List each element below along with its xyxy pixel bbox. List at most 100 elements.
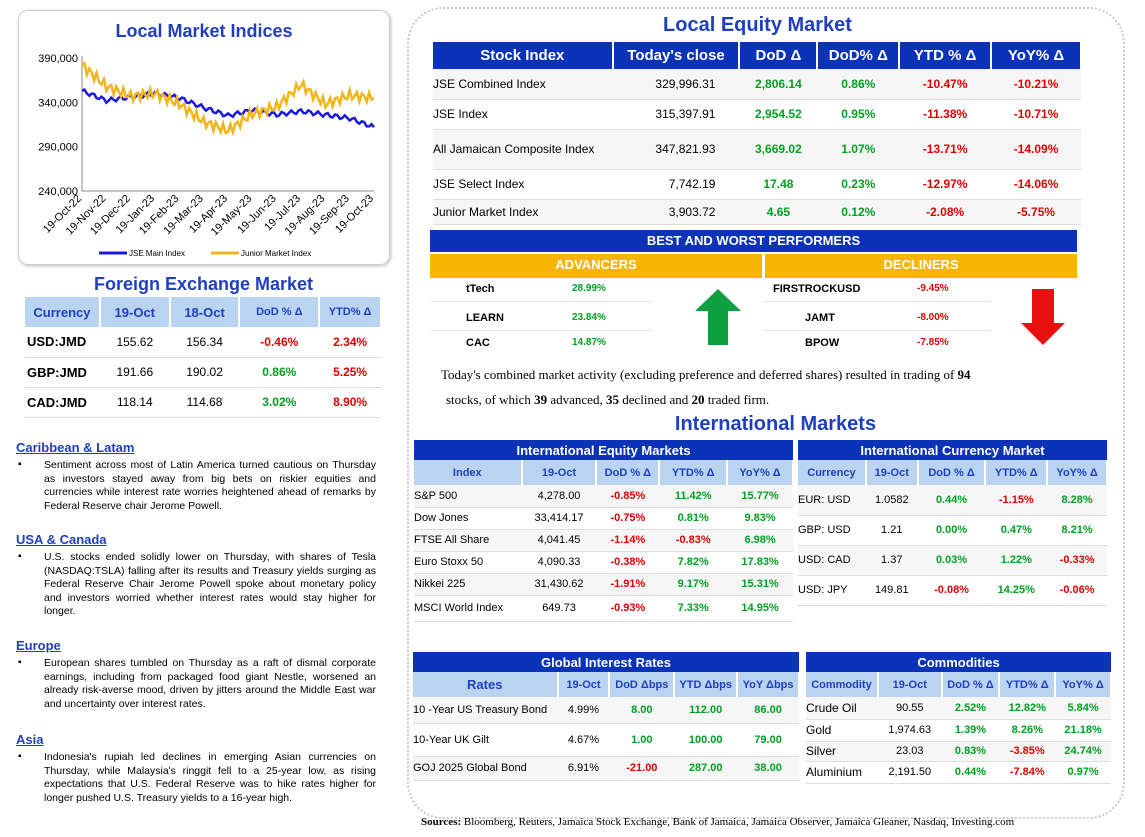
performer-name: LEARN (466, 312, 504, 324)
equity-ytd: -13.71% (899, 129, 992, 170)
equity-header-4: YoY% Δ (727, 460, 794, 485)
equity-table: Stock Index Today's close DoD Δ DoD% Δ YTD %… (433, 42, 1082, 225)
fx-ytd: 8.90% (319, 387, 381, 418)
commodities-row: Gold 1,974.63 1.39% 8.26% 21.18% (806, 719, 1111, 742)
equity-yoy: 9.83% (727, 507, 793, 530)
equity-close: 329,996.31 (612, 69, 740, 100)
fx-today: 155.62 (99, 327, 170, 358)
equity-dod-pct: 0.95% (817, 99, 900, 130)
news-item: Caribbean & Latam ▪ Sentiment across most … (16, 440, 376, 513)
fx-ytd: 2.34% (319, 327, 381, 358)
equity-v: 4,278.00 (521, 485, 597, 508)
performer-row: tTech 28.99% (430, 280, 652, 302)
currency-name: GBP: USD (798, 515, 866, 546)
performer-name: BPOW (805, 337, 840, 349)
currency-dod: 0.00% (917, 515, 986, 546)
rates-dod: -21.00 (609, 756, 675, 781)
y-tick-label: 240,000 (38, 186, 78, 198)
news-heading: Asia (16, 732, 44, 747)
y-tick-label: 340,000 (38, 97, 78, 109)
equity-header-1: Today's close (612, 42, 741, 69)
performer-name: CAC (466, 337, 490, 349)
legend-label: Junior Market Index (241, 249, 311, 258)
performer-value: 28.99% (572, 283, 606, 294)
equity-index-name: Junior Market Index (433, 199, 613, 225)
rates-name: 10-Year UK Gilt (413, 723, 558, 757)
activity-advanced: 39 (534, 392, 548, 407)
equity-name: Nikkei 225 (414, 573, 522, 596)
equity-v: 4,090.33 (521, 551, 597, 574)
currency-name: USD: CAD (798, 545, 866, 576)
rates-row: 10-Year UK Gilt 4.67% 1.00 100.00 79.00 (413, 723, 799, 757)
fx-header-4: YTD% Δ (319, 297, 382, 327)
equity-name: FTSE All Share (414, 529, 522, 552)
rates-title: Global Interest Rates (540, 654, 672, 670)
equity-ytd: 9.17% (659, 573, 728, 596)
activity-text-5: traded firm. (704, 392, 770, 407)
equity-row: JSE Index 315,397.91 2,954.52 0.95% -11.38% -… (433, 99, 1081, 130)
commodities-dod: 2.52% (941, 697, 1000, 720)
equity-dod: 4.65 (739, 199, 818, 225)
news-item: Europe ▪ European shares tumbled on Thursd… (16, 638, 376, 711)
equity-yoy: 15.31% (727, 573, 793, 596)
news-heading: USA & Canada (16, 532, 107, 547)
rates-dod: 1.00 (609, 723, 675, 757)
y-tick-label: 290,000 (38, 142, 78, 154)
equity-dod-pct: 0.23% (817, 169, 900, 200)
interest-rates-table: Global Interest Rates Rates 19-Oct DoD Δbps… (413, 652, 800, 781)
activity-declined: 35 (605, 392, 619, 407)
commodities-header-row: Commodity 19-Oct DoD % Δ YTD% Δ YoY% Δ (806, 672, 1112, 697)
currency-ytd: 14.25% (985, 575, 1048, 606)
line-chart: 240,000290,000340,000390,00019-Oct-2219-… (38, 53, 376, 258)
currency-yoy: 8.28% (1047, 485, 1107, 516)
down-arrow-icon (1021, 289, 1065, 345)
currency-v: 1.37 (865, 545, 918, 576)
equity-ytd: 11.42% (659, 485, 728, 508)
fx-dod: 3.02% (239, 387, 320, 418)
equity-yoy: -10.21% (991, 69, 1081, 100)
fx-dod: 0.86% (239, 357, 320, 388)
currency-dod: -0.08% (917, 575, 986, 606)
currency-header-row: Currency 19-Oct DoD % Δ YTD% Δ YoY% Δ (798, 460, 1108, 485)
currency-v: 149.81 (865, 575, 918, 606)
performer-row: LEARN 23.84% (430, 309, 652, 331)
currency-header-4: YoY% Δ (1047, 460, 1108, 485)
activity-text-1: Today's combined market activity (exclud… (441, 367, 958, 382)
news-body: ▪ U.S. stocks ended solidly lower on Thur… (16, 551, 376, 619)
fx-today: 118.14 (99, 387, 170, 418)
news-paragraph: Indonesia's rupiah led declines in emerg… (44, 751, 376, 804)
rates-header-2: DoD Δbps (609, 672, 676, 697)
chart-title: Local Market Indices (115, 21, 293, 41)
equity-dod: -0.85% (596, 485, 660, 508)
currency-ytd: 0.47% (985, 515, 1048, 546)
currency-header-3: YTD% Δ (985, 460, 1049, 485)
performer-value: 23.84% (572, 312, 606, 323)
commodities-name: Aluminium (806, 761, 878, 784)
currency-row: GBP: USD 1.21 0.00% 0.47% 8.21% (798, 515, 1107, 546)
equity-title: International Equity Markets (516, 442, 691, 458)
equity-row: Nikkei 225 31,430.62 -1.91% 9.17% 15.31% (414, 573, 793, 596)
performer-name: tTech (466, 283, 495, 295)
equity-yoy: -14.09% (991, 129, 1081, 170)
currency-v: 1.21 (865, 515, 918, 546)
commodities-ytd: -7.84% (999, 761, 1056, 784)
equity-index-name: All Jamaican Composite Index (433, 129, 613, 170)
fx-table: Currency 19-Oct 18-Oct DoD % Δ YTD% Δ USD:JM… (25, 297, 382, 418)
equity-yoy: -14.06% (991, 169, 1081, 200)
commodities-title: Commodities (917, 654, 1000, 670)
news-heading: Europe (16, 638, 61, 653)
equity-close: 3,903.72 (612, 199, 740, 225)
equity-header-0: Index (414, 460, 523, 485)
equity-yoy: 6.98% (727, 529, 793, 552)
rates-name: 10 -Year US Treasury Bond (413, 697, 558, 724)
commodities-header-3: YTD% Δ (999, 672, 1057, 697)
market-activity-text: Today's combined market activity (exclud… (441, 362, 1081, 412)
sources-text: Bloomberg, Reuters, Jamaica Stock Exchan… (461, 816, 1015, 828)
equity-yoy: -10.71% (991, 99, 1081, 130)
fx-row: CAD:JMD 118.14 114.68 3.02% 8.90% (25, 387, 381, 418)
currency-yoy: -0.06% (1047, 575, 1107, 606)
commodities-yoy: 21.18% (1055, 719, 1111, 742)
performer-name: JAMT (805, 312, 835, 324)
commodities-v: 1,974.63 (877, 719, 942, 742)
equity-ytd: -10.47% (899, 69, 992, 100)
